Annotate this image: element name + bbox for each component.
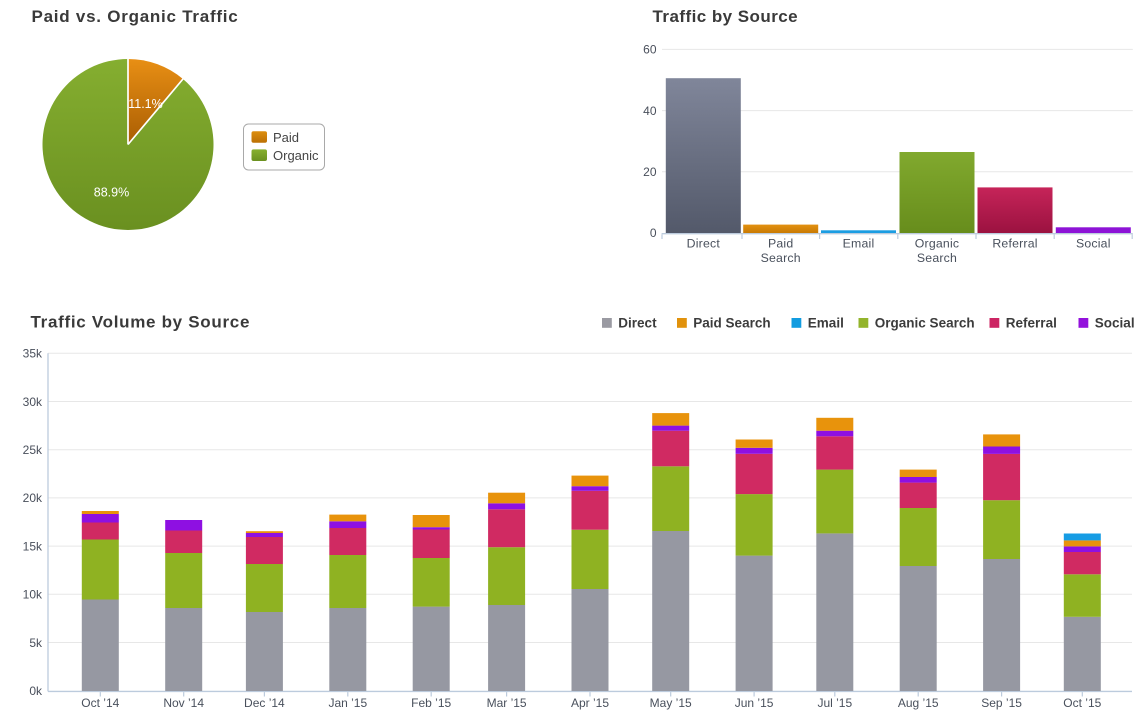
svg-text:Paid: Paid [273, 130, 299, 145]
svg-text:88.9%: 88.9% [94, 186, 129, 200]
svg-text:25k: 25k [23, 443, 43, 457]
svg-text:35k: 35k [23, 347, 43, 361]
svg-text:Jun ’15: Jun ’15 [735, 696, 774, 710]
svg-text:20k: 20k [23, 491, 43, 505]
svg-text:Mar ’15: Mar ’15 [487, 696, 527, 710]
svg-text:Paid Search: Paid Search [693, 315, 770, 330]
svg-text:30k: 30k [23, 395, 43, 409]
svg-text:Email: Email [808, 315, 844, 330]
svg-text:Referral: Referral [1006, 315, 1057, 330]
svg-text:Paid vs. Organic Traffic: Paid vs. Organic Traffic [32, 7, 239, 26]
svg-text:Direct: Direct [687, 236, 721, 250]
svg-text:Feb ’15: Feb ’15 [411, 696, 451, 710]
svg-text:0: 0 [650, 226, 657, 240]
svg-text:Social: Social [1076, 236, 1111, 250]
svg-text:Search: Search [761, 251, 801, 265]
svg-text:Jul ’15: Jul ’15 [817, 696, 852, 710]
svg-text:Search: Search [917, 251, 957, 265]
svg-text:Direct: Direct [618, 315, 657, 330]
svg-text:10k: 10k [23, 588, 43, 602]
svg-text:60: 60 [643, 43, 657, 57]
svg-text:Apr ’15: Apr ’15 [571, 696, 609, 710]
svg-text:Aug ’15: Aug ’15 [898, 696, 939, 710]
svg-text:11.1%: 11.1% [128, 97, 163, 111]
svg-text:Organic Search: Organic Search [875, 315, 975, 330]
svg-text:Dec ’14: Dec ’14 [244, 696, 285, 710]
svg-text:Oct ’14: Oct ’14 [81, 696, 119, 710]
svg-text:Paid: Paid [768, 236, 793, 250]
svg-text:5k: 5k [29, 636, 43, 650]
svg-text:40: 40 [643, 104, 657, 118]
svg-text:20: 20 [643, 165, 657, 179]
svg-text:Traffic Volume by Source: Traffic Volume by Source [31, 313, 251, 332]
svg-text:Social: Social [1095, 315, 1135, 330]
svg-text:Oct ’15: Oct ’15 [1063, 696, 1101, 710]
svg-text:Organic: Organic [915, 236, 959, 250]
svg-text:Jan ’15: Jan ’15 [328, 696, 367, 710]
svg-text:Sep ’15: Sep ’15 [981, 696, 1022, 710]
svg-text:Nov ’14: Nov ’14 [163, 696, 204, 710]
svg-text:Email: Email [843, 236, 875, 250]
svg-text:Organic: Organic [273, 148, 319, 163]
svg-text:0k: 0k [29, 684, 43, 698]
svg-text:Referral: Referral [992, 236, 1037, 250]
svg-text:15k: 15k [23, 539, 43, 553]
svg-text:May ’15: May ’15 [650, 696, 692, 710]
svg-text:Traffic by Source: Traffic by Source [653, 7, 799, 26]
